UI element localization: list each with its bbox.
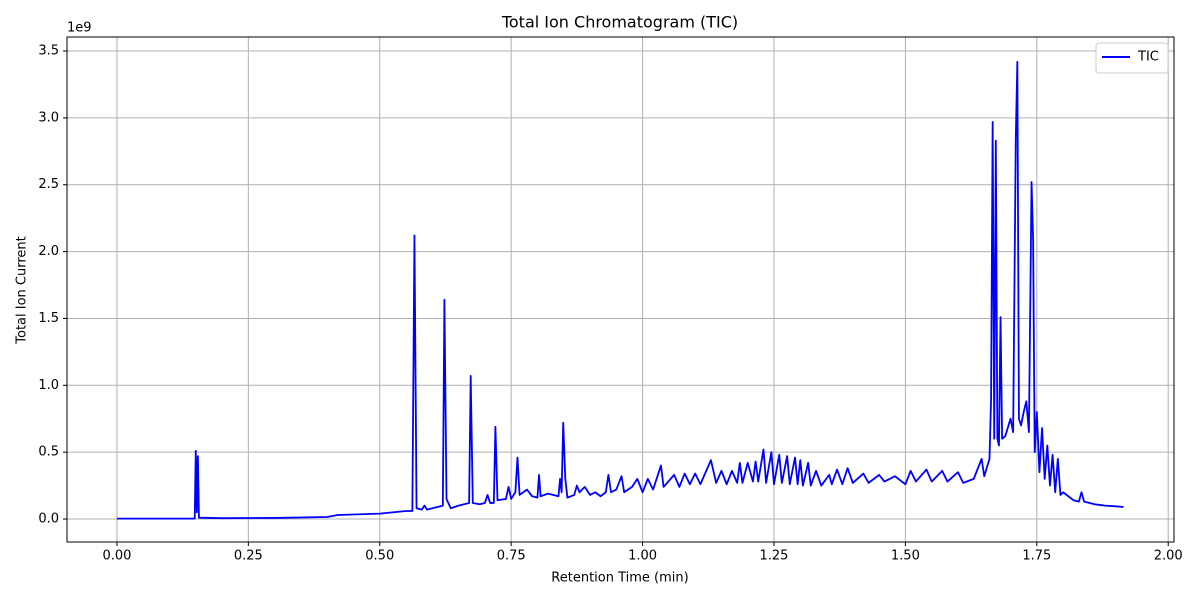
y-tick-label: 1.0: [38, 378, 59, 393]
x-tick-label: 0.75: [497, 549, 526, 564]
x-axis-label: Retention Time (min): [551, 571, 688, 586]
y-tick-label: 2.0: [38, 244, 59, 259]
y-tick-label: 0.5: [38, 445, 59, 460]
x-tick-label: 0.25: [234, 549, 263, 564]
x-tick-label: 0.50: [365, 549, 394, 564]
y-tick-label: 2.5: [38, 177, 59, 192]
y-tick-label: 0.0: [38, 512, 59, 527]
y-tick-label: 3.5: [38, 44, 59, 59]
data-line: [116, 60, 1124, 520]
legend-label: TIC: [1137, 50, 1159, 65]
legend: TIC: [1095, 42, 1169, 74]
x-tick-label: 0.00: [102, 549, 131, 564]
x-tick-label: 1.25: [760, 549, 789, 564]
y-tick-label: 3.0: [38, 110, 59, 125]
chart-title: Total Ion Chromatogram (TIC): [501, 13, 738, 32]
legend-box: [1095, 42, 1169, 74]
x-tick-label: 1.75: [1022, 549, 1051, 564]
x-tick-label: 1.00: [628, 549, 657, 564]
y-axis-label: Total Ion Current: [15, 236, 30, 344]
x-tick-label: 2.00: [1154, 549, 1183, 564]
y-tick-label: 1.5: [38, 311, 59, 326]
y-offset-label: 1e9: [67, 21, 92, 36]
x-tick-label: 1.50: [891, 549, 920, 564]
plot-frame: [66, 36, 1175, 543]
